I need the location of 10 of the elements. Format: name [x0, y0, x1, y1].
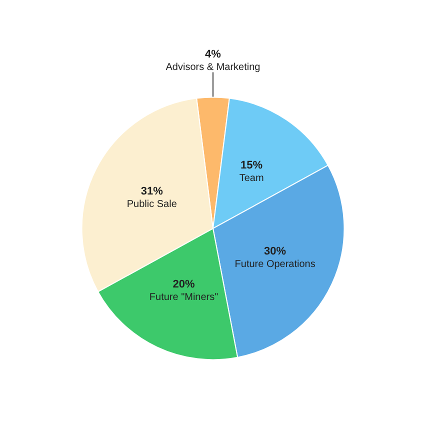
slice-label: Public Sale: [126, 198, 178, 210]
slice-label: Advisors & Marketing: [166, 62, 260, 73]
data-label: 31%: [140, 185, 164, 198]
data-label: 30%: [264, 246, 286, 258]
data-label: 15%: [240, 160, 263, 172]
slice-label: Future "Miners": [149, 292, 219, 304]
data-label: 20%: [172, 278, 196, 291]
data-label: 4%: [205, 48, 222, 60]
slice-label: Team: [239, 173, 264, 184]
slice-label: Future Operations: [234, 259, 316, 270]
